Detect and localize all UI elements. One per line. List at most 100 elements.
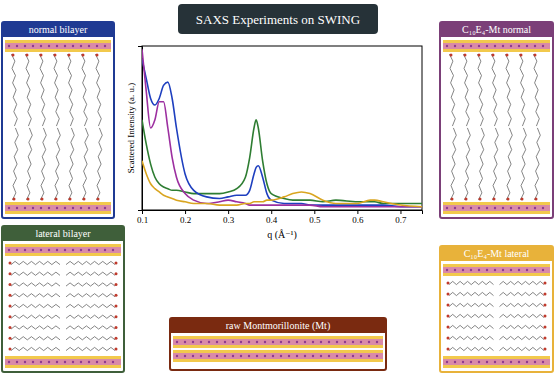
clay-atom <box>248 355 250 357</box>
clay-atom <box>534 361 536 363</box>
panel: normal bilayer <box>2 22 114 218</box>
surfactant-chain <box>12 128 18 200</box>
clay-tetra <box>443 202 550 205</box>
head-group <box>535 198 538 201</box>
title-box: SAXS Experiments on SWING <box>178 4 378 34</box>
clay-octa <box>443 205 550 211</box>
head-group <box>534 54 537 57</box>
clay-atom <box>56 361 58 363</box>
clay-atom <box>320 355 322 357</box>
clay-atom <box>224 355 226 357</box>
panel-title: C₁₀E₄-Mt normal <box>462 24 531 35</box>
clay-atom <box>24 207 26 209</box>
clay-atom <box>470 45 472 47</box>
surfactant-chain <box>500 303 545 306</box>
panel-frame <box>2 226 124 372</box>
clay-atom <box>56 45 58 47</box>
clay-atom <box>502 269 504 271</box>
head-group <box>447 293 450 296</box>
head-group <box>447 337 450 340</box>
surfactant-chain <box>11 347 60 350</box>
clay-atom <box>16 249 18 251</box>
clay-tetra <box>173 359 383 362</box>
clay-atom <box>478 207 480 209</box>
clay-atom <box>478 361 480 363</box>
clay-atom <box>534 207 536 209</box>
clay-tetra <box>443 264 550 267</box>
clay-atom <box>264 341 266 343</box>
surfactant-chain <box>66 337 115 340</box>
clay-tetra <box>173 345 383 348</box>
clay-tetra <box>173 336 383 339</box>
clay-atom <box>184 355 186 357</box>
clay-atom <box>518 361 520 363</box>
clay-octa <box>443 359 550 365</box>
clay-atom <box>8 361 10 363</box>
clay-atom <box>336 355 338 357</box>
clay-atom <box>446 269 448 271</box>
surfactant-chain <box>534 128 540 200</box>
head-group <box>115 262 118 265</box>
clay-atom <box>96 207 98 209</box>
x-tick-mark <box>185 210 186 214</box>
y-axis-title: Scattered Intensity (a. u.) <box>126 83 136 174</box>
surfactant-chain <box>39 54 45 126</box>
clay-atom <box>526 361 528 363</box>
clay-tetra <box>5 365 121 368</box>
head-group <box>41 198 44 201</box>
panel-frame <box>440 246 553 372</box>
clay-atom <box>88 207 90 209</box>
surfactant-chain <box>11 326 60 329</box>
surfactant-chain <box>492 128 498 200</box>
clay-tetra <box>173 350 383 353</box>
panel: C₁₀E₄-Mt lateral <box>440 246 553 372</box>
x-tick-label: 0.3 <box>223 215 235 225</box>
head-group <box>82 54 85 57</box>
clay-atom <box>510 207 512 209</box>
clay-atom <box>248 341 250 343</box>
clay-atom <box>96 249 98 251</box>
panel-header <box>440 22 553 37</box>
series-line <box>142 161 422 207</box>
surfactant-chain <box>500 292 545 295</box>
head-group <box>9 315 12 318</box>
head-group <box>544 304 547 307</box>
surfactant-chain <box>67 54 73 126</box>
head-group <box>464 54 467 57</box>
panel-title: C₁₀E₄-Mt lateral <box>464 248 530 259</box>
surfactant-chain <box>40 128 46 200</box>
clay-atom <box>272 355 274 357</box>
clay-atom <box>80 45 82 47</box>
clay-atom <box>470 207 472 209</box>
clay-atom <box>542 45 544 47</box>
plot-area <box>142 49 422 206</box>
series-line <box>142 120 422 204</box>
head-group <box>544 337 547 340</box>
surfactant-chain <box>500 281 545 284</box>
clay-atom <box>296 355 298 357</box>
clay-atom <box>454 45 456 47</box>
clay-atom <box>104 45 106 47</box>
clay-atom <box>518 269 520 271</box>
clay-atom <box>192 355 194 357</box>
surfactant-chain <box>478 128 484 200</box>
head-group <box>9 272 12 275</box>
clay-atom <box>454 207 456 209</box>
clay-atom <box>352 341 354 343</box>
clay-atom <box>24 361 26 363</box>
clay-atom <box>526 207 528 209</box>
panel-title: normal bilayer <box>29 24 88 35</box>
plot-frame <box>142 46 422 210</box>
clay-atom <box>462 269 464 271</box>
head-group <box>520 54 523 57</box>
clay-tetra <box>443 356 550 359</box>
surfactant-chain <box>500 314 545 317</box>
surfactant-chain <box>449 292 494 295</box>
clay-tetra <box>5 244 121 247</box>
panel-title: raw Montmorillonite (Mt) <box>226 320 330 332</box>
clay-atom <box>494 361 496 363</box>
clay-atom <box>176 355 178 357</box>
clay-atom <box>352 355 354 357</box>
clay-atom <box>288 341 290 343</box>
clay-atom <box>526 269 528 271</box>
